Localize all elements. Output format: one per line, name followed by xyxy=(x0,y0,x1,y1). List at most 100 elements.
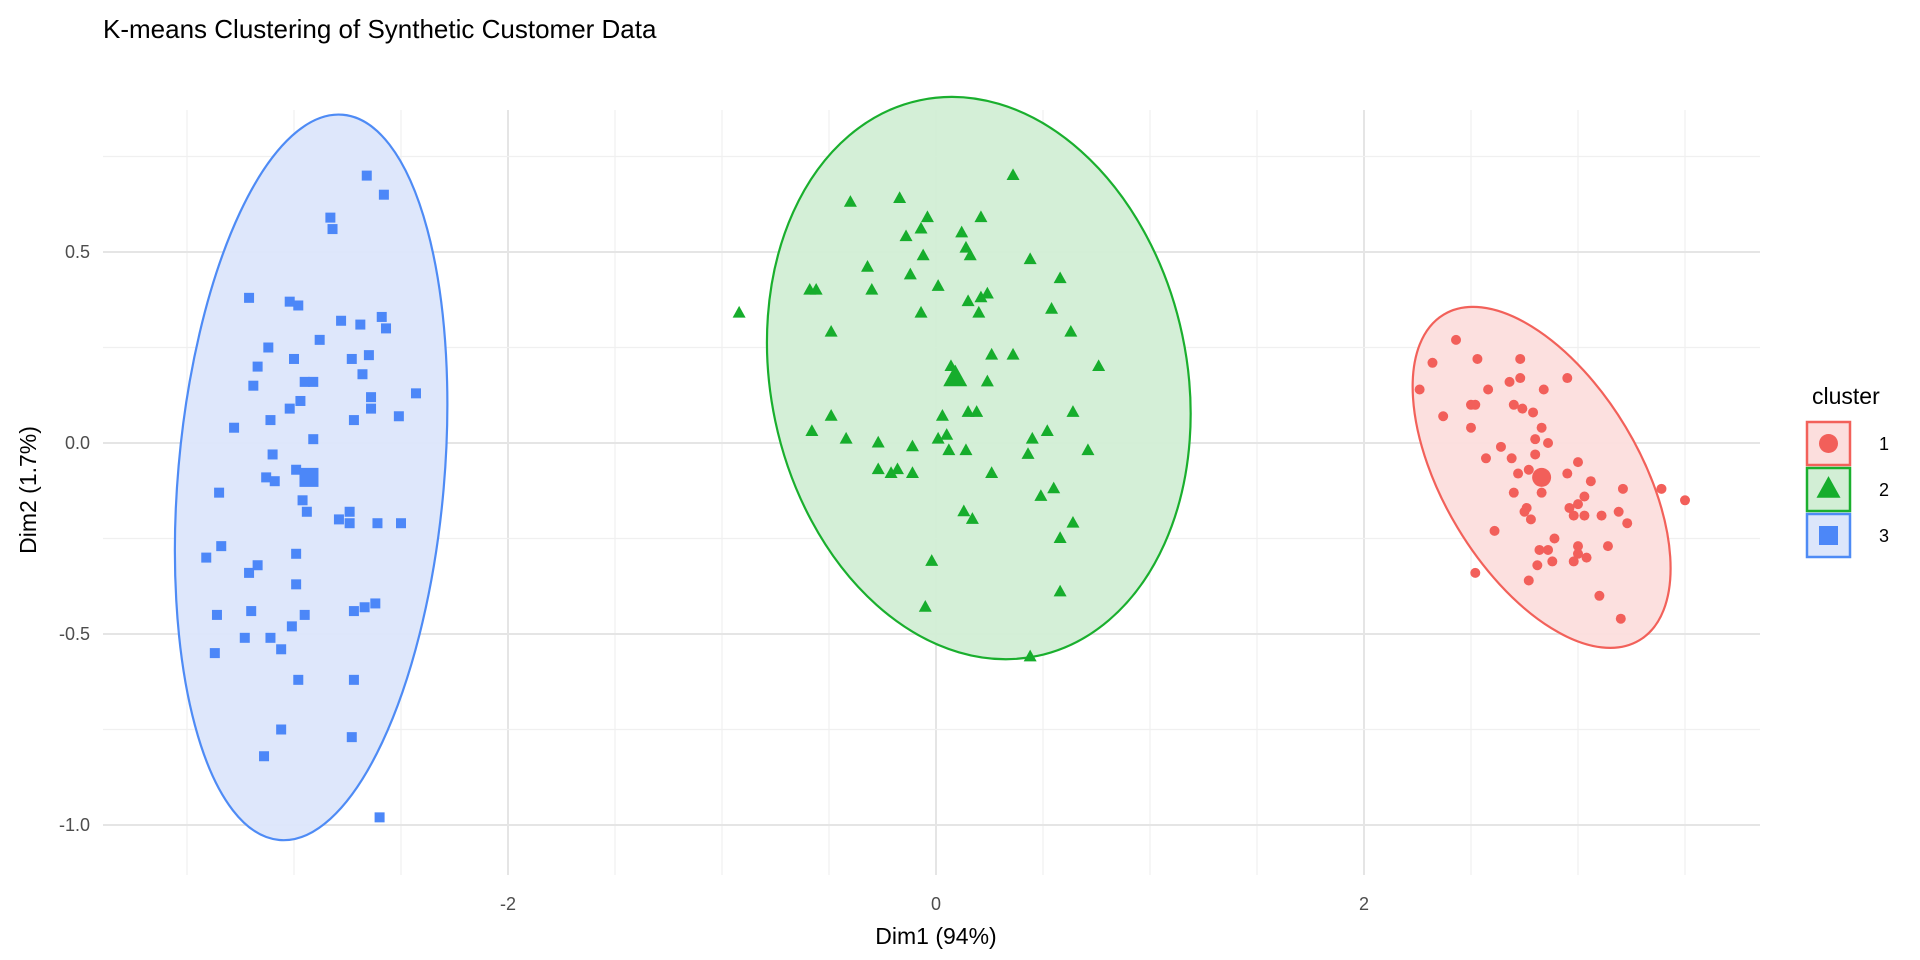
cluster-1-point xyxy=(1532,560,1543,571)
cluster-1-point xyxy=(1568,556,1579,567)
cluster-3-point xyxy=(325,212,336,223)
cluster-3-point xyxy=(376,311,387,322)
cluster-1-centroid xyxy=(1532,467,1552,487)
cluster-3-point xyxy=(244,292,255,303)
chart-title: K-means Clustering of Synthetic Customer… xyxy=(103,14,657,44)
cluster-2-point xyxy=(942,443,956,456)
cluster-1-point xyxy=(1543,438,1554,448)
cluster-1-point xyxy=(1504,376,1515,387)
cluster-3-point xyxy=(291,464,302,475)
cluster-3-point xyxy=(295,395,306,406)
cluster-3-point xyxy=(374,812,385,823)
cluster-1-point xyxy=(1515,353,1526,364)
cluster-2-point xyxy=(914,221,928,234)
cluster-1-point xyxy=(1480,453,1491,464)
cluster-1-point xyxy=(1489,525,1500,536)
y-axis-ticks: 0.5 0.0 -0.5 -1.0 xyxy=(59,242,90,835)
cluster-1-point xyxy=(1579,510,1590,521)
cluster-1-point xyxy=(1596,510,1607,521)
cluster-1-point xyxy=(1547,556,1558,567)
cluster-2-point xyxy=(1023,649,1037,662)
cluster-1-point xyxy=(1515,373,1526,384)
cluster-1-point xyxy=(1680,495,1690,506)
legend-item-2: 2 xyxy=(1805,466,1889,513)
legend-label: 3 xyxy=(1879,526,1889,546)
cluster-2-point xyxy=(1064,324,1078,337)
cluster-2-point xyxy=(1053,531,1067,543)
cluster-2-point xyxy=(974,290,988,303)
cluster-3-point xyxy=(393,411,404,422)
cluster-2-point xyxy=(890,462,904,475)
cluster-3-point xyxy=(366,403,377,414)
cluster-2-point xyxy=(914,305,928,318)
x-axis-title: Dim1 (94%) xyxy=(875,923,996,949)
cluster-1-point xyxy=(1523,575,1534,586)
cluster-2-point xyxy=(1066,405,1080,417)
cluster-1-point xyxy=(1508,487,1519,498)
cluster-2-point xyxy=(957,504,971,517)
cluster-3-point xyxy=(301,506,312,517)
x-tick-label: 0 xyxy=(931,894,941,914)
cluster-3-point xyxy=(346,353,357,364)
cluster-2-point xyxy=(916,248,930,261)
cluster-2-point xyxy=(905,466,919,479)
cluster-1-point xyxy=(1466,422,1476,433)
cluster-1-point xyxy=(1513,468,1524,479)
cluster-3-point xyxy=(346,732,357,743)
cluster-3-point xyxy=(291,579,302,590)
legend-key xyxy=(1805,512,1852,559)
cluster-2-point xyxy=(963,248,977,261)
cluster-3-point xyxy=(308,376,319,387)
cluster-1-point xyxy=(1517,403,1528,414)
cluster-1-point xyxy=(1414,384,1425,395)
cluster-1-point xyxy=(1585,476,1596,487)
cluster-2-point xyxy=(884,466,898,479)
cluster-2-point xyxy=(732,305,746,318)
cluster-1-point xyxy=(1538,384,1549,395)
cluster-1-point xyxy=(1573,548,1583,559)
cluster-3-point xyxy=(265,632,276,643)
cluster-3-point xyxy=(333,514,344,525)
cluster-3-point xyxy=(289,353,299,364)
y-tick-label: 0.5 xyxy=(65,242,90,262)
cluster-3-point xyxy=(209,648,220,659)
cluster-2-point xyxy=(961,294,975,307)
cluster-2-point xyxy=(824,324,838,337)
cluster-1-point xyxy=(1536,487,1547,498)
y-tick-label: 0.0 xyxy=(65,433,90,453)
cluster-2-point xyxy=(985,347,999,360)
plot-panel xyxy=(103,95,1760,875)
cluster-3-point xyxy=(284,403,295,414)
cluster-2-point xyxy=(899,229,913,242)
cluster-3-point xyxy=(355,319,366,330)
cluster-1-point xyxy=(1483,384,1494,395)
cluster-3-points xyxy=(201,170,421,823)
cluster-3-point xyxy=(291,548,302,559)
cluster-3-point xyxy=(344,506,355,517)
x-tick-label: 2 xyxy=(1359,894,1369,914)
cluster-3-point xyxy=(259,751,270,762)
cluster-1-point xyxy=(1519,506,1530,517)
cluster-3-point xyxy=(359,602,370,613)
cluster-1-point xyxy=(1573,457,1583,468)
cluster-2-point xyxy=(920,210,934,223)
legend: cluster 1 2 3 xyxy=(1805,383,1889,559)
data-points xyxy=(201,168,1690,823)
legend-triangle-icon xyxy=(1816,476,1841,498)
cluster-2-point xyxy=(931,431,945,444)
cluster-2-point xyxy=(985,466,999,479)
x-axis-ticks: -2 0 2 xyxy=(500,894,1369,914)
cluster-2-point xyxy=(843,195,857,207)
cluster-2-point xyxy=(1092,359,1106,372)
cluster-2-point xyxy=(959,443,973,456)
cluster-1-point xyxy=(1579,491,1590,502)
cluster-2-point xyxy=(805,424,819,436)
legend-title: cluster xyxy=(1812,383,1880,409)
cluster-3-point xyxy=(239,632,250,643)
cluster-2-point xyxy=(1025,431,1039,444)
cluster-3-point xyxy=(214,487,225,498)
cluster-3-point xyxy=(263,342,274,353)
cluster-2-point xyxy=(1006,347,1020,360)
cluster-1-point xyxy=(1427,357,1438,368)
cluster-2-point xyxy=(905,439,919,452)
